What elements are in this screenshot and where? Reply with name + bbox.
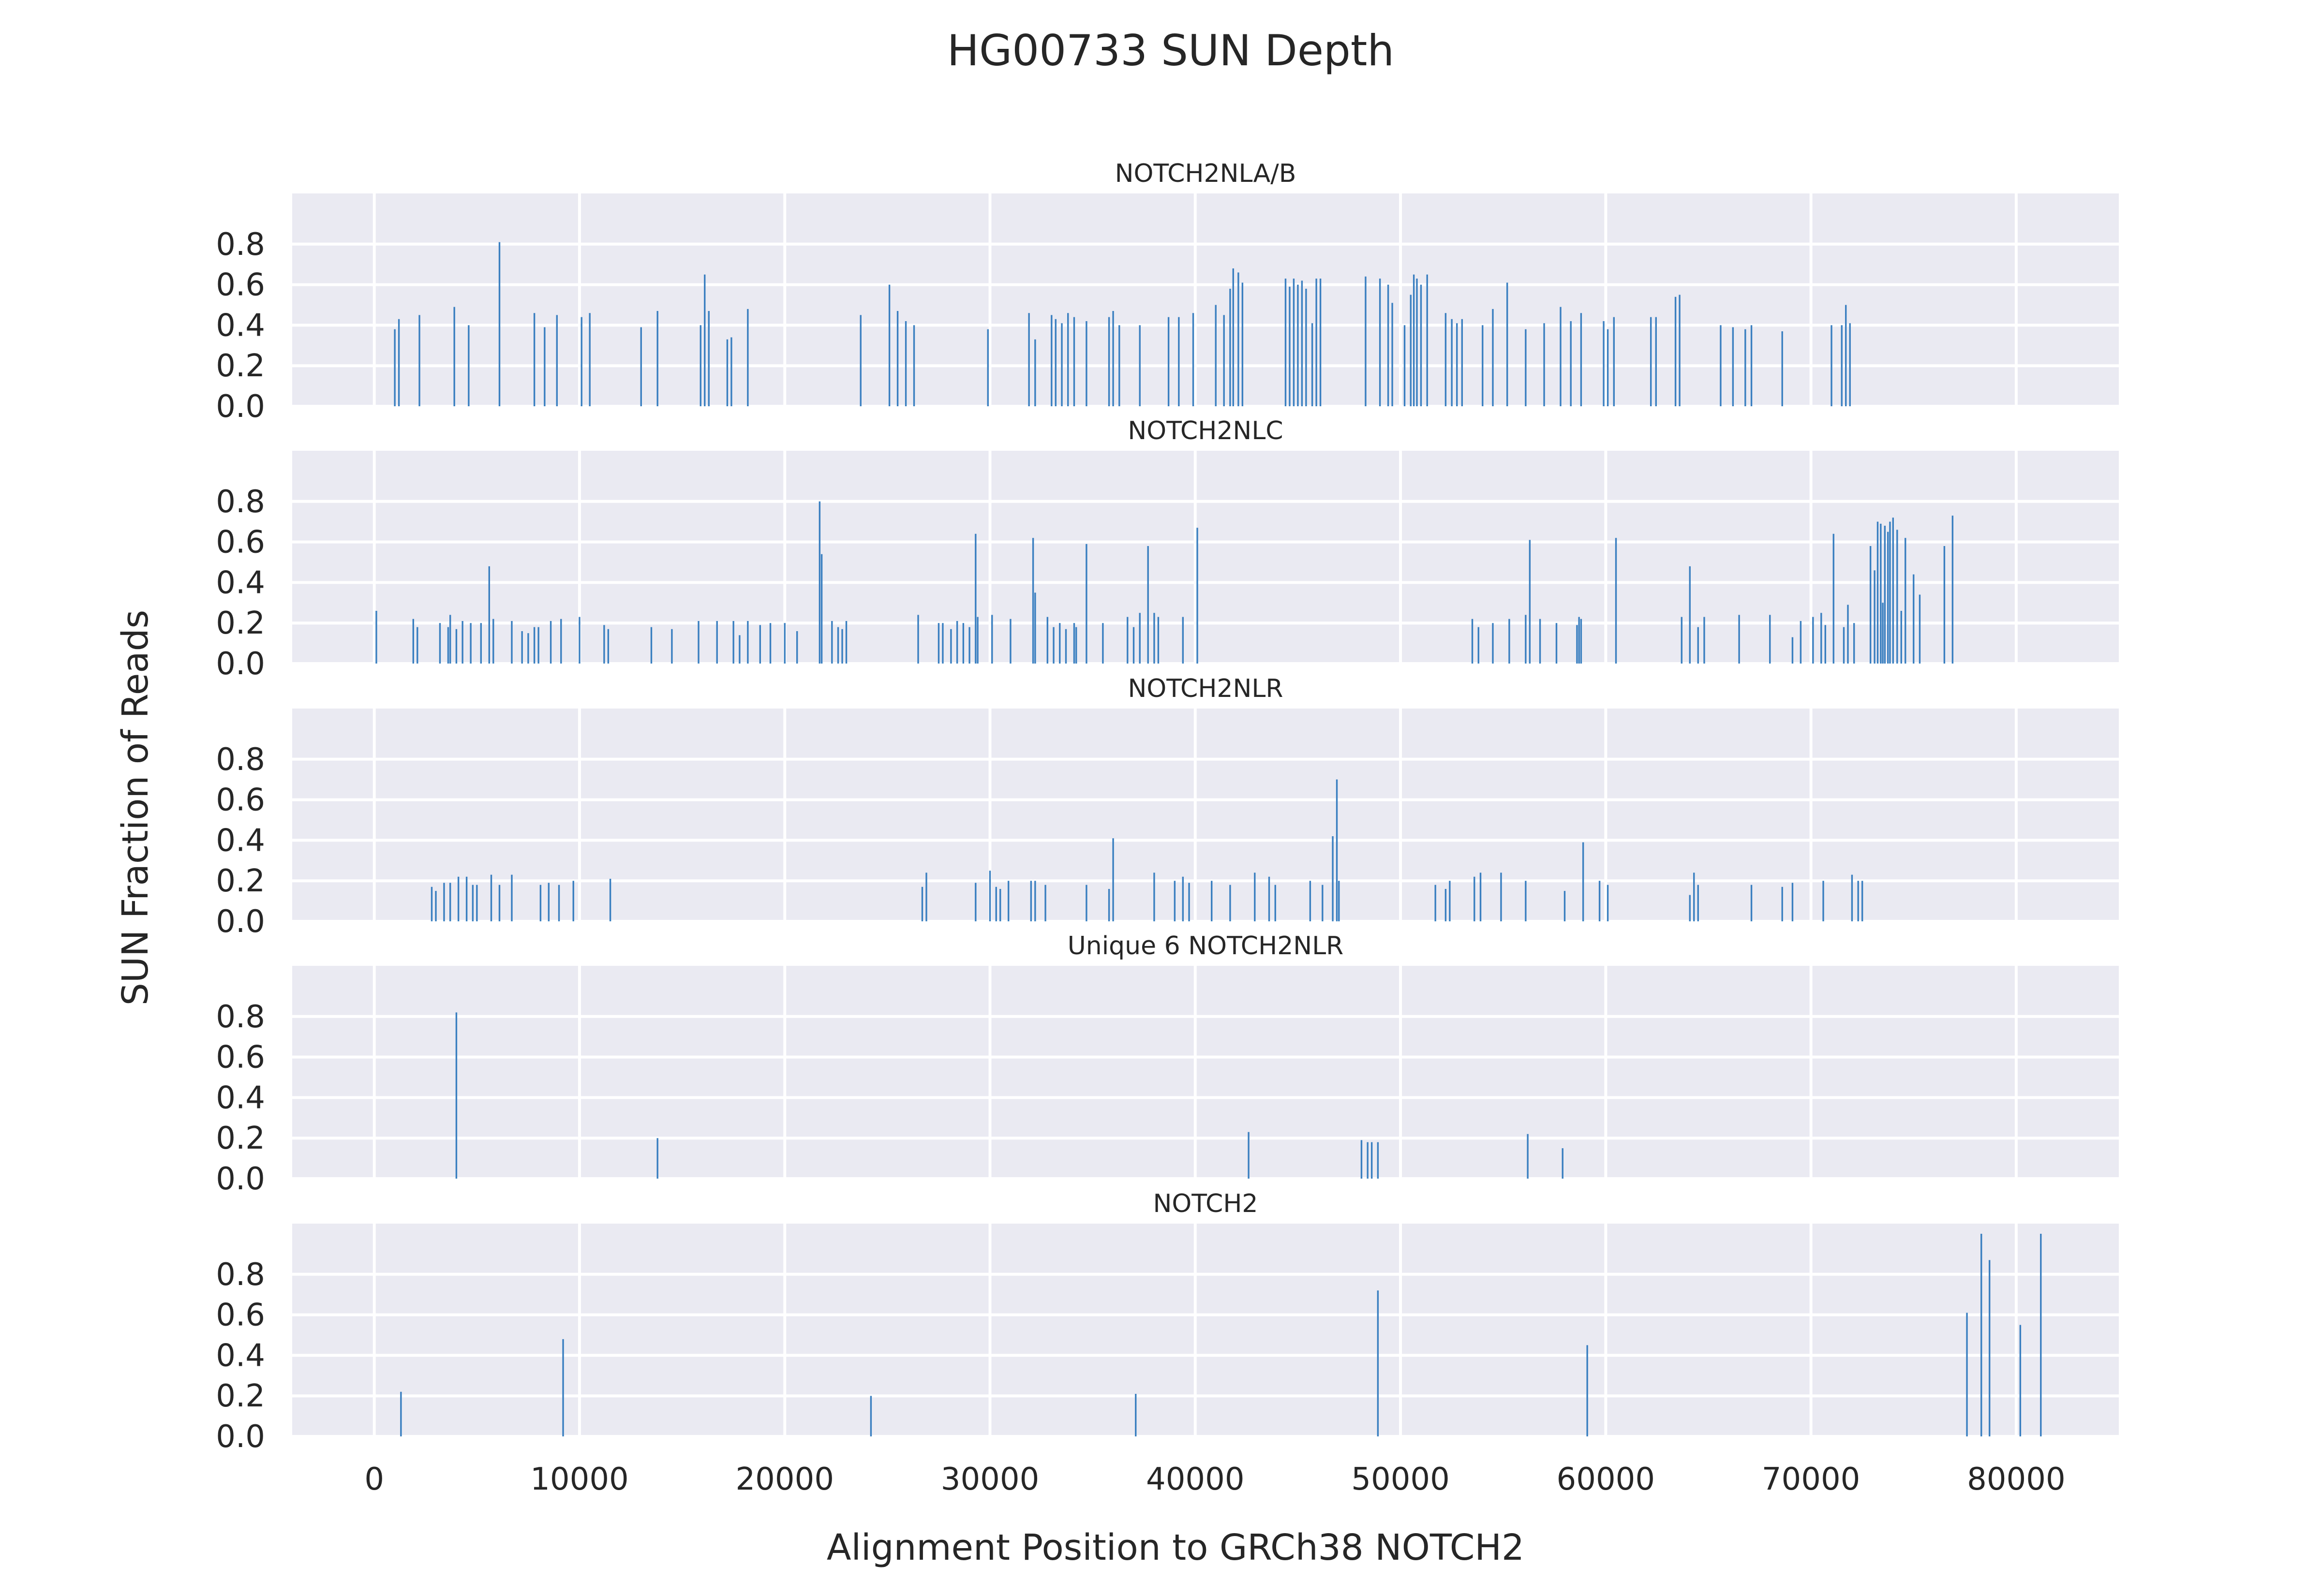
chart-panels: 0.00.20.40.60.8NOTCH2NLA/B0.00.20.40.60.… xyxy=(216,159,2119,1497)
panel-title: Unique 6 NOTCH2NLR xyxy=(1068,931,1344,961)
y-tick-label: 0.4 xyxy=(216,308,265,343)
x-tick-label: 80000 xyxy=(1967,1462,2066,1497)
y-tick-label: 0.6 xyxy=(216,267,265,303)
y-tick-label: 0.0 xyxy=(216,389,265,425)
y-tick-label: 0.8 xyxy=(216,999,265,1035)
y-tick-label: 0.6 xyxy=(216,1298,265,1333)
y-tick-label: 0.4 xyxy=(216,823,265,858)
panel: 0.0 0.2 0.4 0.6 0.8 NOTCH2NLA/B xyxy=(216,159,2119,425)
x-tick-label: 50000 xyxy=(1351,1462,1450,1497)
x-axis-label: Alignment Position to GRCh38 NOTCH2 xyxy=(827,1527,1524,1568)
y-tick-label: 0.0 xyxy=(216,1419,265,1455)
plot-area xyxy=(292,1224,2119,1436)
y-tick-label: 0.8 xyxy=(216,742,265,778)
y-tick-label: 0.4 xyxy=(216,565,265,601)
y-tick-label: 0.6 xyxy=(216,783,265,818)
y-tick-label: 0.4 xyxy=(216,1338,265,1374)
y-tick-label: 0.8 xyxy=(216,1257,265,1293)
y-tick-label: 0.6 xyxy=(216,1040,265,1076)
panel: 0.0 0.2 0.4 0.6 0.8 Unique 6 NOTCH2NLR xyxy=(216,931,2119,1197)
figure-title: HG00733 SUN Depth xyxy=(947,26,1394,75)
y-tick-label: 0.2 xyxy=(216,1378,265,1414)
y-tick-label: 0.2 xyxy=(216,606,265,641)
plot-area xyxy=(292,709,2119,921)
panel-title: NOTCH2NLR xyxy=(1128,674,1283,703)
x-tick-label: 10000 xyxy=(530,1462,629,1497)
x-tick-label: 60000 xyxy=(1557,1462,1655,1497)
x-tick-label: 40000 xyxy=(1146,1462,1245,1497)
plot-area xyxy=(292,451,2119,664)
x-tick-label: 70000 xyxy=(1762,1462,1861,1497)
y-tick-label: 0.0 xyxy=(216,904,265,940)
y-tick-label: 0.0 xyxy=(216,646,265,682)
y-tick-label: 0.4 xyxy=(216,1080,265,1116)
x-tick-label: 30000 xyxy=(941,1462,1040,1497)
y-tick-label: 0.0 xyxy=(216,1161,265,1197)
panel-title: NOTCH2NLC xyxy=(1128,416,1283,445)
panel: 0.0 0.2 0.4 0.6 0.8 NOTCH2 0 10000 20000 30000 400… xyxy=(216,1189,2119,1497)
y-tick-label: 0.8 xyxy=(216,484,265,520)
y-tick-label: 0.2 xyxy=(216,348,265,384)
panel-title: NOTCH2NLA/B xyxy=(1115,159,1296,188)
y-tick-label: 0.6 xyxy=(216,525,265,561)
panel: 0.0 0.2 0.4 0.6 0.8 NOTCH2NLR xyxy=(216,674,2119,940)
x-tick-label: 0 xyxy=(364,1462,384,1497)
plot-area xyxy=(292,193,2119,406)
y-tick-label: 0.2 xyxy=(216,1121,265,1156)
y-axis-label: SUN Fraction of Reads xyxy=(115,610,156,1005)
plot-area xyxy=(292,966,2119,1179)
panel-title: NOTCH2 xyxy=(1153,1189,1258,1218)
x-tick-label: 20000 xyxy=(735,1462,834,1497)
panel: 0.0 0.2 0.4 0.6 0.8 NOTCH2NLC xyxy=(216,416,2119,682)
y-tick-label: 0.8 xyxy=(216,227,265,263)
y-tick-label: 0.2 xyxy=(216,863,265,899)
